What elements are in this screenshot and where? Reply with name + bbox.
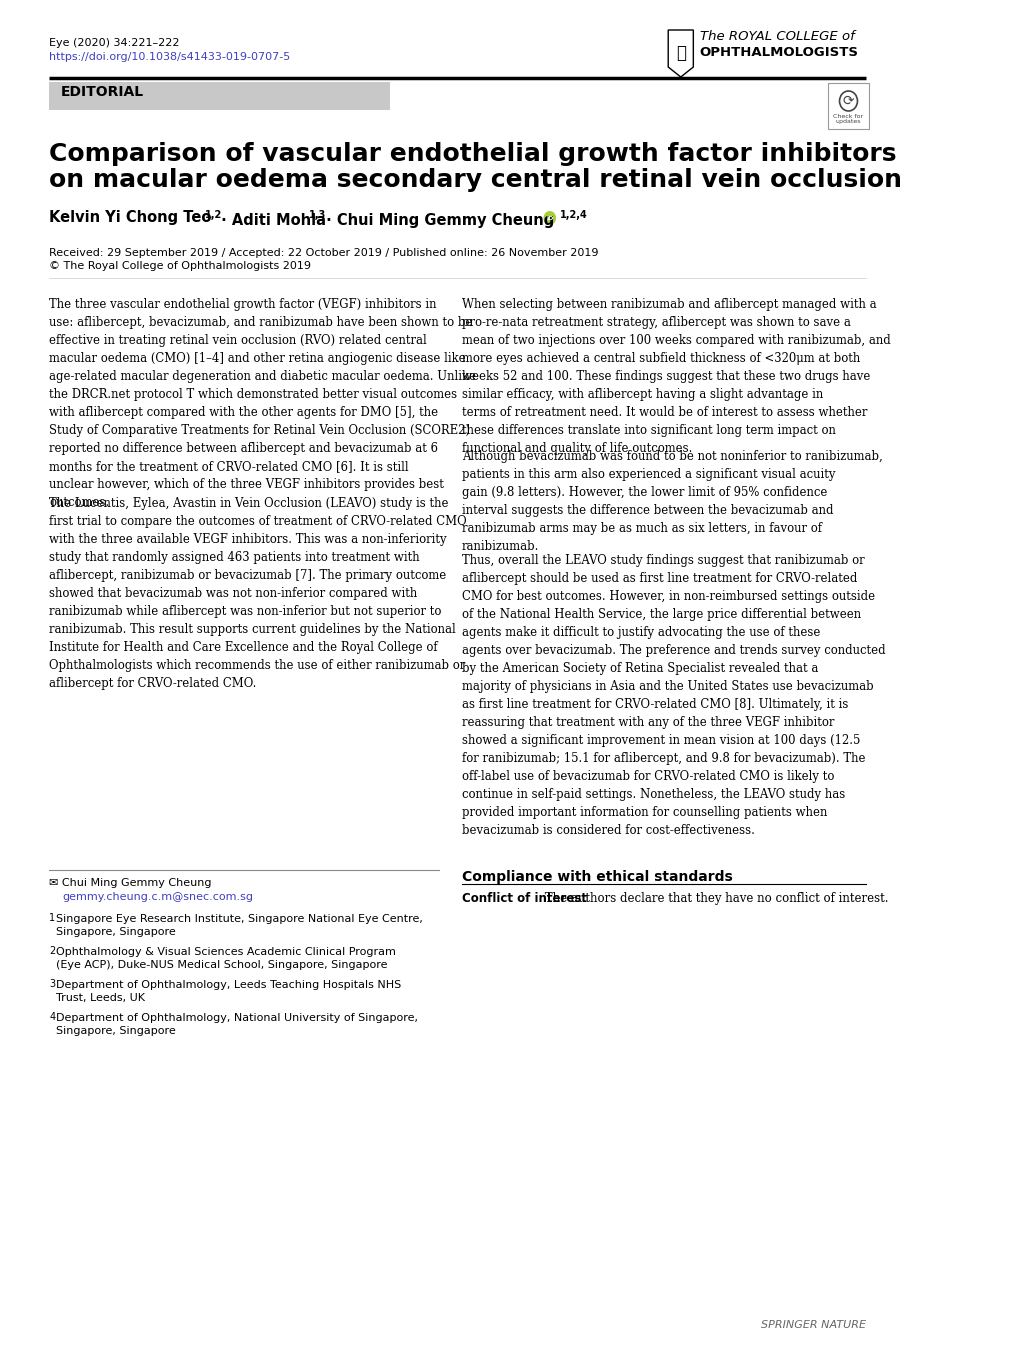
- Text: The Lucentis, Eylea, Avastin in Vein Occlusion (LEAVO) study is the
first trial : The Lucentis, Eylea, Avastin in Vein Occ…: [49, 497, 467, 690]
- Text: OPHTHALMOLOGISTS: OPHTHALMOLOGISTS: [699, 46, 858, 60]
- Text: · Chui Ming Gemmy Cheung: · Chui Ming Gemmy Cheung: [321, 213, 553, 228]
- Text: Trust, Leeds, UK: Trust, Leeds, UK: [56, 993, 145, 1003]
- Text: Comparison of vascular endothelial growth factor inhibitors: Comparison of vascular endothelial growt…: [49, 142, 896, 167]
- Text: Kelvin Yi Chong Teo: Kelvin Yi Chong Teo: [49, 210, 212, 225]
- Text: 1,2,4: 1,2,4: [559, 210, 587, 220]
- Text: Check for: Check for: [833, 114, 863, 119]
- Text: Singapore Eye Research Institute, Singapore National Eye Centre,: Singapore Eye Research Institute, Singap…: [56, 915, 422, 924]
- Text: Singapore, Singapore: Singapore, Singapore: [56, 1026, 175, 1037]
- Text: Ophthalmology & Visual Sciences Academic Clinical Program: Ophthalmology & Visual Sciences Academic…: [56, 947, 395, 957]
- Text: gemmy.cheung.c.m@snec.com.sg: gemmy.cheung.c.m@snec.com.sg: [63, 892, 254, 902]
- Text: Conflict of interest: Conflict of interest: [462, 892, 586, 905]
- Text: 1,3: 1,3: [308, 210, 325, 220]
- Circle shape: [543, 211, 555, 225]
- Text: https://doi.org/10.1038/s41433-019-0707-5: https://doi.org/10.1038/s41433-019-0707-…: [49, 51, 290, 62]
- Text: EDITORIAL: EDITORIAL: [61, 85, 144, 99]
- Text: 3: 3: [49, 980, 55, 989]
- Text: · Aditi Mohla: · Aditi Mohla: [216, 213, 326, 228]
- Text: Although bevacizumab was found to be not noninferior to ranibizumab,
patients in: Although bevacizumab was found to be not…: [462, 450, 881, 553]
- Text: Thus, overall the LEAVO study findings suggest that ranibizumab or
aflibercept s: Thus, overall the LEAVO study findings s…: [462, 554, 884, 837]
- Text: 4: 4: [49, 1012, 55, 1022]
- Text: Eye (2020) 34:221–222: Eye (2020) 34:221–222: [49, 38, 179, 47]
- Text: The ROYAL COLLEGE of: The ROYAL COLLEGE of: [699, 30, 854, 43]
- Text: Department of Ophthalmology, National University of Singapore,: Department of Ophthalmology, National Un…: [56, 1014, 417, 1023]
- Text: © The Royal College of Ophthalmologists 2019: © The Royal College of Ophthalmologists …: [49, 262, 311, 271]
- Text: (Eye ACP), Duke-NUS Medical School, Singapore, Singapore: (Eye ACP), Duke-NUS Medical School, Sing…: [56, 959, 387, 970]
- Text: updates: updates: [835, 119, 860, 125]
- Text: 1: 1: [49, 913, 55, 923]
- Text: on macular oedema secondary central retinal vein occlusion: on macular oedema secondary central reti…: [49, 168, 902, 192]
- Text: Received: 29 September 2019 / Accepted: 22 October 2019 / Published online: 26 N: Received: 29 September 2019 / Accepted: …: [49, 248, 598, 257]
- Text: SPRINGER NATURE: SPRINGER NATURE: [760, 1320, 865, 1331]
- Text: When selecting between ranibizumab and aflibercept managed with a
pro-re-nata re: When selecting between ranibizumab and a…: [462, 298, 890, 455]
- Text: ⟳: ⟳: [842, 93, 854, 108]
- Text: iD: iD: [545, 215, 553, 221]
- Text: Singapore, Singapore: Singapore, Singapore: [56, 927, 175, 938]
- Text: The authors declare that they have no conflict of interest.: The authors declare that they have no co…: [540, 892, 888, 905]
- Text: ✉ Chui Ming Gemmy Cheung: ✉ Chui Ming Gemmy Cheung: [49, 878, 212, 888]
- FancyBboxPatch shape: [49, 83, 390, 110]
- Text: 1,2: 1,2: [205, 210, 222, 220]
- Text: The three vascular endothelial growth factor (VEGF) inhibitors in
use: afliberce: The three vascular endothelial growth fa…: [49, 298, 476, 509]
- Text: Compliance with ethical standards: Compliance with ethical standards: [462, 870, 732, 883]
- Text: 🦅: 🦅: [676, 43, 685, 62]
- Text: 2: 2: [49, 946, 55, 957]
- FancyBboxPatch shape: [827, 83, 868, 129]
- Text: Department of Ophthalmology, Leeds Teaching Hospitals NHS: Department of Ophthalmology, Leeds Teach…: [56, 980, 400, 991]
